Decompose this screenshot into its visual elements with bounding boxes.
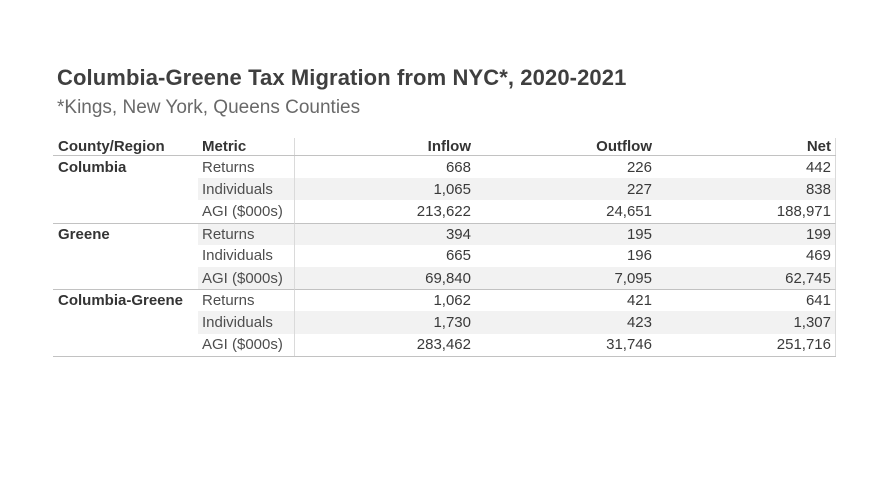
cell-inflow: 668 bbox=[445, 158, 471, 176]
table-header-row: County/Region Metric Inflow Outflow Net bbox=[53, 138, 836, 156]
cell-county-region: Columbia bbox=[58, 158, 127, 176]
report-canvas: Columbia-Greene Tax Migration from NYC*,… bbox=[53, 65, 836, 357]
table-body: Columbia Returns 668 226 442 Individuals 1,065… bbox=[53, 156, 836, 356]
cell-net: 1,307 bbox=[656, 311, 836, 334]
cell-net: 641 bbox=[656, 289, 836, 312]
report-subtitle: *Kings, New York, Queens Counties bbox=[57, 97, 361, 118]
cell-net: 442 bbox=[656, 156, 836, 179]
cell-county-region: Columbia-Greene bbox=[53, 289, 198, 311]
report-title: Columbia-Greene Tax Migration from NYC*,… bbox=[57, 65, 627, 90]
cell-inflow: 1,062 bbox=[295, 289, 475, 311]
cell-metric: Individuals bbox=[198, 311, 295, 334]
cell-metric: AGI ($000s) bbox=[198, 200, 295, 223]
table-row: AGI ($000s) 283,462 31,746 251,716 bbox=[53, 333, 836, 356]
cell-outflow: 7,095 bbox=[475, 266, 656, 290]
cell-outflow: 31,746 bbox=[606, 336, 652, 354]
cell-metric: Individuals bbox=[198, 178, 295, 201]
table-row: Greene Returns 394 195 199 bbox=[53, 222, 836, 245]
column-header-net: Net bbox=[656, 138, 836, 155]
cell-metric: Returns bbox=[198, 156, 295, 179]
cell-metric: AGI ($000s) bbox=[198, 266, 295, 290]
table-row: AGI ($000s) 213,622 24,651 188,971 bbox=[53, 200, 836, 223]
cell-county-region bbox=[53, 334, 198, 356]
cell-county-region: Greene bbox=[53, 222, 198, 245]
cell-outflow: 24,651 bbox=[606, 202, 652, 220]
cell-outflow: 195 bbox=[475, 222, 656, 245]
column-header-inflow: Inflow bbox=[427, 138, 471, 155]
cell-outflow: 196 bbox=[626, 247, 652, 265]
table-row: Columbia-Greene Returns 1,062 421 641 bbox=[53, 289, 836, 312]
cell-net: 838 bbox=[656, 178, 836, 201]
table-row: AGI ($000s) 69,840 7,095 62,745 bbox=[53, 266, 836, 290]
table-row: Individuals 1,730 423 1,307 bbox=[53, 311, 836, 334]
cell-metric: AGI ($000s) bbox=[198, 333, 295, 356]
cell-inflow: 394 bbox=[295, 222, 475, 245]
cell-county-region bbox=[53, 311, 198, 333]
cell-inflow: 69,840 bbox=[295, 266, 475, 290]
table-row: Columbia Returns 668 226 442 bbox=[53, 156, 836, 179]
cell-inflow: 665 bbox=[445, 247, 471, 265]
cell-net: 251,716 bbox=[656, 333, 836, 356]
cell-county-region bbox=[53, 245, 198, 267]
cell-metric: Returns bbox=[198, 289, 295, 312]
cell-county-region bbox=[53, 200, 198, 222]
column-header-county-region: County/Region bbox=[58, 138, 165, 155]
cell-inflow: 1,730 bbox=[295, 311, 475, 334]
cell-net: 469 bbox=[656, 244, 836, 267]
cell-outflow: 227 bbox=[475, 178, 656, 201]
cell-outflow: 421 bbox=[475, 289, 656, 311]
table-row: Individuals 665 196 469 bbox=[53, 244, 836, 267]
column-header-metric: Metric bbox=[198, 138, 295, 155]
tax-migration-table: County/Region Metric Inflow Outflow Net … bbox=[53, 138, 836, 357]
cell-outflow: 423 bbox=[475, 311, 656, 334]
cell-metric: Returns bbox=[198, 222, 295, 245]
cell-inflow: 283,462 bbox=[416, 336, 471, 354]
cell-inflow: 1,065 bbox=[295, 178, 475, 201]
cell-metric: Individuals bbox=[198, 244, 295, 267]
cell-net: 62,745 bbox=[656, 266, 836, 290]
cell-inflow: 213,622 bbox=[416, 202, 471, 220]
cell-county-region bbox=[53, 178, 198, 200]
cell-net: 188,971 bbox=[656, 200, 836, 223]
cell-county-region bbox=[53, 267, 198, 289]
cell-outflow: 226 bbox=[626, 158, 652, 176]
column-header-outflow: Outflow bbox=[596, 138, 652, 155]
cell-net: 199 bbox=[656, 222, 836, 245]
table-row: Individuals 1,065 227 838 bbox=[53, 178, 836, 201]
